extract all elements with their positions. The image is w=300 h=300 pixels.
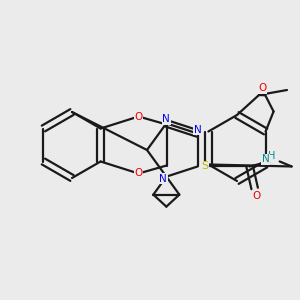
- Text: N: N: [163, 114, 170, 124]
- Text: O: O: [134, 169, 143, 178]
- Text: O: O: [134, 112, 143, 122]
- Text: S: S: [201, 161, 208, 172]
- Text: H: H: [268, 152, 275, 161]
- Text: O: O: [258, 83, 266, 93]
- Text: N: N: [262, 154, 269, 164]
- Text: N: N: [160, 174, 167, 184]
- Text: N: N: [194, 124, 202, 134]
- Text: O: O: [253, 191, 261, 202]
